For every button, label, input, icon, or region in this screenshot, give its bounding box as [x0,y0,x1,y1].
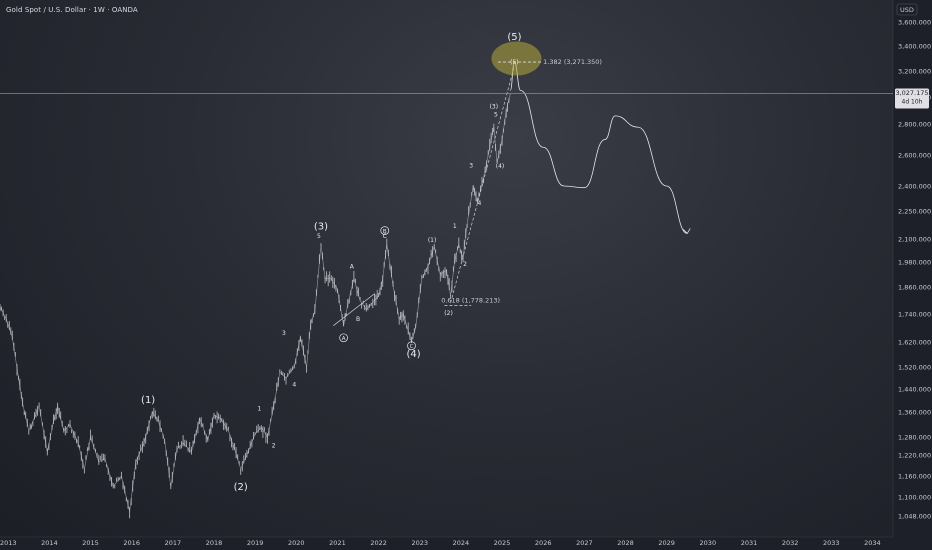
fib-levels: 1.382 (3,271.350) 0.618 (1,778.213) [441,58,602,306]
price-tick-label: 2,400.000 [898,183,931,191]
current-price-countdown: 4d 10h [902,98,923,105]
time-tick-label: 2032 [782,539,799,547]
price-series [0,65,515,519]
fib-label: 0.618 (1,778.213) [441,296,500,304]
projection-path [491,41,691,235]
time-tick-label: 2026 [535,539,552,547]
time-tick-label: 2017 [165,539,182,547]
wave-label: (4) [496,163,505,170]
time-tick-label: 2028 [617,539,634,547]
circled-wave-label: B [383,229,387,235]
time-tick-label: 2019 [247,539,264,547]
wave-label: 5 [494,112,498,119]
wave-label: (3) [490,103,499,110]
price-bars [0,98,510,519]
wave-label: 5 [317,233,321,240]
time-tick-label: 2022 [370,539,387,547]
price-tick-label: 1,360.000 [898,409,931,417]
wave-label: 2 [272,443,276,450]
fib-label: 1.382 (3,271.350) [543,58,602,66]
price-tick-label: 1,100.000 [898,494,931,502]
currency-box [896,3,918,16]
price-tick-label: 3,600.000 [898,19,931,27]
price-tick-label: 2,100.000 [898,236,931,244]
price-axis-bg [893,0,932,550]
price-tick-label: 1,048.000 [898,513,931,521]
projection-line [509,61,688,234]
price-tick-label: 2,800.000 [898,121,931,129]
time-axis-bg [0,537,932,550]
wave-label: (2) [444,310,453,317]
wave-label: (5) [510,59,519,66]
price-tick-label: 2,600.000 [898,152,931,160]
trend-dashed [450,65,515,303]
time-tick-label: 2016 [123,539,140,547]
price-tick-label: 1,740.000 [898,311,931,319]
time-tick-label: 2024 [453,539,470,547]
wave-labels: (1)(2)(3)(4)(5)12345ABC(1)(2)1234(3)5(4)… [141,32,522,493]
time-tick-label: 2031 [741,539,758,547]
time-tick-label: 2020 [288,539,305,547]
wave-label: 1 [453,223,457,230]
time-axis: 2013 2014 2015 2016 2017 2018 2019 2020 2021 2022… [0,536,932,550]
price-tick-label: 3,200.000 [898,68,931,76]
price-tick-label: 1,160.000 [898,473,931,481]
wave-label: B [356,316,360,323]
price-tick-label: 1,520.000 [898,364,931,372]
wave-label: 4 [478,200,482,207]
time-tick-label: 2033 [823,539,840,547]
time-tick-label: 2034 [864,539,881,547]
price-tick-label: 2,250.000 [898,208,931,216]
wave-circle [407,341,416,351]
wave-label: (2) [234,482,248,493]
wave-label: (1) [141,395,155,406]
price-tick-label: 1,860.000 [898,284,931,292]
time-tick-label: 2023 [411,539,428,547]
wave-label: (3) [314,222,328,233]
circled-wave-label: C [410,344,414,350]
wave-label: (1) [428,237,437,244]
time-tick-label: 2030 [700,539,717,547]
wave-circle [339,333,348,343]
wave-circle [380,226,390,235]
projection-arrowhead [682,228,691,235]
price-tick-label: 1,440.000 [898,386,931,394]
time-tick-label: 2015 [82,539,99,547]
wave-label: A [350,263,355,270]
time-tick-label: 2013 [0,539,17,547]
price-tick-label: 1,280.000 [898,434,931,442]
wave-label: 2 [463,261,467,268]
current-price-tag [895,88,929,109]
wave-label: 3 [282,330,286,337]
price-tick-label: 1,620.000 [898,339,931,347]
abc-line [333,293,375,326]
wave-label: (4) [406,349,420,360]
time-tick-label: 2014 [41,539,58,547]
price-tick-label: 1,980.000 [898,259,931,267]
time-tick-label: 2027 [576,539,593,547]
price-axis: USD 1,048.000 1,100.000 1,160.000 1,220.000 1… [892,0,932,550]
chart-title: Gold Spot / U.S. Dollar · 1W · OANDA [6,6,138,14]
price-line [0,93,511,512]
wave-label: 3 [469,162,473,169]
target-zone [491,41,542,76]
current-price-value: 3,027.175 [895,89,928,97]
wave-label: C [383,233,387,240]
wave-label: 4 [292,381,296,388]
time-tick-label: 2018 [206,539,223,547]
price-tick-label: 3,400.000 [898,43,931,51]
wave-label: (5) [507,32,521,43]
price-tick-label: 1,220.000 [898,452,931,460]
wave-label: 1 [257,406,261,413]
currency-label: USD [900,6,914,14]
time-tick-label: 2025 [494,539,511,547]
time-tick-label: 2021 [329,539,346,547]
time-tick-label: 2029 [658,539,675,547]
circled-wave-label: A [342,336,346,342]
